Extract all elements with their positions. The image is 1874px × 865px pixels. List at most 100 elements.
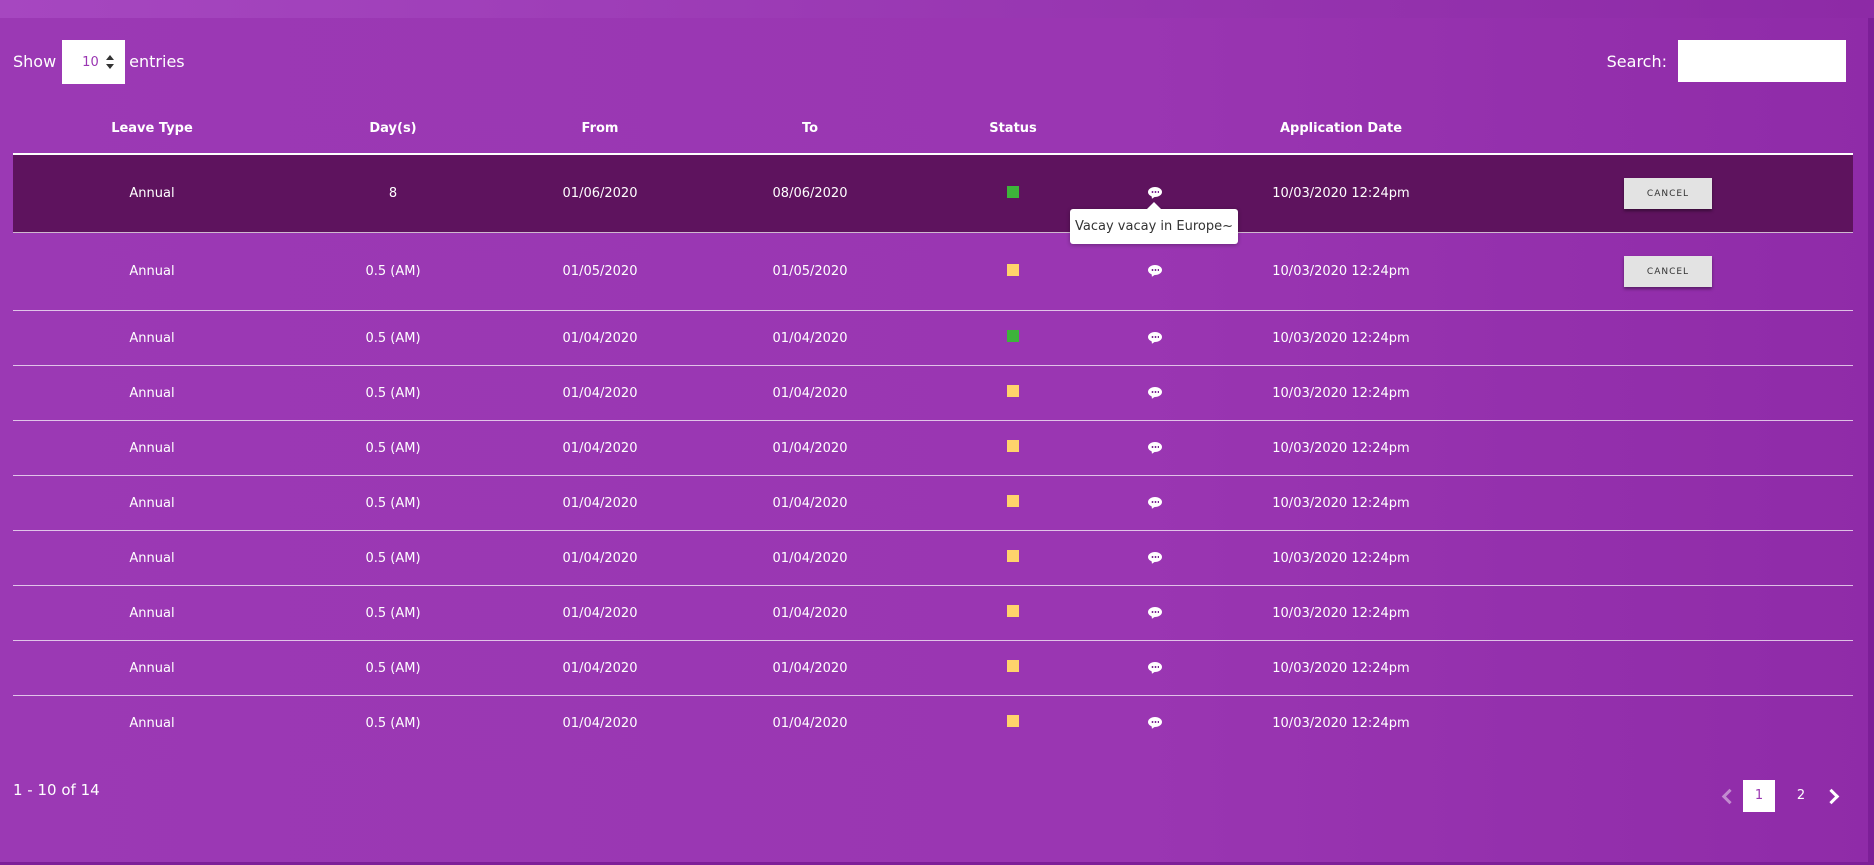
cell-days: 0.5 (AM): [291, 585, 495, 641]
previous-page-icon[interactable]: [1714, 780, 1738, 812]
select-arrows-icon: [106, 55, 115, 69]
cell-status: [915, 420, 1111, 476]
status-badge: [1007, 263, 1019, 276]
cell-from: 01/04/2020: [562, 715, 638, 731]
page-button-2[interactable]: 2: [1796, 788, 1806, 803]
cell-comment: [1111, 585, 1199, 641]
column-header-from[interactable]: From: [495, 103, 705, 155]
comment-icon[interactable]: [1148, 331, 1162, 345]
entries-select-value: 10: [82, 54, 99, 70]
cell-action: [1483, 696, 1853, 751]
cell-to: 01/04/2020: [705, 365, 915, 421]
table-row: Annual 0.5 (AM) 01/04/2020 01/04/2020 10/03/…: [13, 420, 1853, 476]
cell-comment: [1111, 420, 1199, 476]
page-button-1[interactable]: 1: [1743, 780, 1775, 812]
cell-leave-type: Annual: [13, 475, 291, 531]
cell-days: 8: [291, 154, 495, 233]
cell-to: 01/04/2020: [705, 640, 915, 696]
bottom-edge: [0, 862, 1874, 865]
cell-application-date: 10/03/2020 12:24pm: [1199, 232, 1483, 311]
cell-action: [1483, 640, 1853, 696]
search-filter: Search:: [1607, 40, 1846, 82]
status-badge: [1007, 550, 1019, 562]
cell-from: 01/06/2020: [495, 154, 705, 233]
cell-to: 01/04/2020: [705, 310, 915, 366]
cell-action: [1483, 310, 1853, 366]
table-header-row: Leave Type Day(s) From To Status Applica…: [13, 103, 1853, 155]
cell-leave-type: Annual: [13, 154, 291, 233]
cell-to: 01/04/2020: [705, 585, 915, 641]
table-row: Annual 0.5 (AM) 01/04/2020 01/04/2020 10/03/…: [13, 365, 1853, 421]
cell-to: 01/05/2020: [705, 232, 915, 311]
cell-comment: [1111, 365, 1199, 421]
column-header-days[interactable]: Day(s): [291, 103, 495, 155]
cell-application-date: 10/03/2020 12:24pm: [1199, 530, 1483, 586]
cell-from: 01/04/2020: [495, 530, 705, 586]
column-header-to[interactable]: To: [705, 103, 915, 155]
cell-status: [915, 310, 1111, 366]
status-badge: [1007, 660, 1019, 672]
top-bar: [0, 0, 1874, 18]
cell-leave-type: Annual: [13, 640, 291, 696]
cell-days: 0.5 (AM): [291, 310, 495, 366]
comment-tooltip: Vacay vacay in Europe~: [1070, 202, 1238, 244]
cell-days: 0.5 (AM): [365, 715, 421, 731]
comment-icon[interactable]: [1148, 441, 1162, 455]
entries-select[interactable]: 10: [62, 40, 126, 84]
cell-action: [1483, 365, 1853, 421]
right-edge: [1868, 18, 1874, 865]
cell-status: [915, 696, 1111, 751]
entries-label: entries: [129, 52, 185, 71]
cell-days: 0.5 (AM): [291, 232, 495, 311]
cell-from: 01/04/2020: [495, 420, 705, 476]
status-badge: [1007, 440, 1019, 452]
cell-action: CANCEL: [1483, 154, 1853, 233]
cell-from: 01/04/2020: [495, 365, 705, 421]
cell-action: [1483, 585, 1853, 641]
comment-icon[interactable]: [1148, 606, 1162, 620]
column-header-application-date[interactable]: Application Date: [1199, 103, 1483, 155]
cancel-button[interactable]: CANCEL: [1624, 178, 1712, 209]
comment-icon[interactable]: [1148, 386, 1162, 400]
comment-icon[interactable]: [1148, 661, 1162, 675]
comment-icon[interactable]: [1148, 187, 1162, 201]
column-header-status[interactable]: Status: [915, 103, 1111, 155]
cell-from: 01/04/2020: [495, 585, 705, 641]
table-row: Annual 0.5 (AM) 01/05/2020 01/05/2020 10/03/…: [13, 232, 1853, 311]
table-row: Annual 0.5 (AM) 01/04/2020 01/04/2020 10/03/…: [13, 640, 1853, 696]
search-label: Search:: [1606, 51, 1667, 71]
cell-leave-type: Annual: [13, 365, 291, 421]
length-menu: Show 10 entries: [13, 40, 185, 84]
status-badge: [1007, 495, 1019, 507]
cell-comment: [1111, 530, 1199, 586]
comment-icon[interactable]: [1148, 265, 1162, 279]
cell-application-date: 10/03/2020 12:24pm: [1272, 715, 1410, 731]
table-row: Annual 0.5 (AM) 01/04/2020 01/04/2020 10/03/…: [13, 585, 1853, 641]
comment-icon[interactable]: [1148, 496, 1162, 510]
status-badge: [1007, 330, 1019, 342]
cell-days: 0.5 (AM): [291, 365, 495, 421]
cell-leave-type: Annual: [13, 310, 291, 366]
cell-to: 01/04/2020: [772, 715, 848, 731]
cell-application-date: 10/03/2020 12:24pm: [1199, 365, 1483, 421]
cell-comment: [1111, 232, 1199, 311]
table-row: Annual 0.5 (AM) 01/04/2020 01/04/2020 10/03/…: [13, 530, 1853, 586]
table-info: 1 - 10 of 14: [13, 781, 100, 799]
cancel-button[interactable]: CANCEL: [1624, 256, 1712, 287]
search-input[interactable]: [1678, 40, 1846, 82]
cell-from: 01/04/2020: [495, 310, 705, 366]
cell-status: [915, 475, 1111, 531]
next-page-icon[interactable]: [1822, 780, 1846, 812]
column-header-leave-type[interactable]: Leave Type: [13, 103, 291, 155]
cell-days: 0.5 (AM): [291, 475, 495, 531]
column-header-comment: [1111, 103, 1199, 155]
cell-action: [1483, 530, 1853, 586]
table-row: Annual 0.5 (AM) 01/04/2020 01/04/2020 10/03/…: [13, 310, 1853, 366]
cell-comment: [1111, 640, 1199, 696]
cell-to: 01/04/2020: [705, 530, 915, 586]
table-row: Annual 8 01/06/2020 08/06/2020 10/03/2020 12…: [13, 154, 1853, 233]
comment-icon[interactable]: [1148, 716, 1162, 730]
comment-icon[interactable]: [1148, 551, 1162, 565]
cell-status: [915, 530, 1111, 586]
show-label: Show: [13, 52, 57, 71]
